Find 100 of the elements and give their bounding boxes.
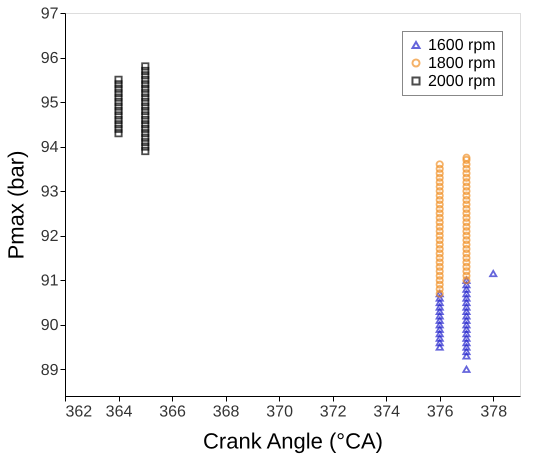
point	[141, 102, 150, 111]
point	[436, 204, 444, 214]
point	[462, 227, 471, 236]
point	[462, 348, 471, 356]
point	[436, 249, 444, 258]
point	[141, 138, 150, 146]
point	[462, 214, 471, 222]
y-tick-label: 97	[40, 6, 59, 22]
point	[436, 200, 444, 209]
point	[436, 236, 444, 244]
point	[141, 120, 150, 128]
point	[436, 321, 444, 328]
point	[114, 98, 123, 106]
point	[462, 196, 471, 204]
point	[462, 244, 471, 254]
x-axis-title: Crank Angle (°CA)	[203, 428, 383, 454]
point	[436, 232, 444, 240]
x-tick-label: 364	[106, 404, 132, 420]
point	[114, 120, 123, 128]
point	[462, 240, 471, 249]
point	[436, 174, 444, 182]
point	[436, 209, 444, 218]
point	[141, 111, 150, 120]
point	[462, 254, 471, 262]
point	[141, 98, 150, 106]
point	[114, 80, 123, 88]
point	[141, 134, 150, 142]
point	[462, 326, 471, 333]
point	[462, 156, 471, 164]
point	[462, 249, 471, 258]
point	[436, 258, 444, 266]
point	[462, 338, 471, 346]
point	[462, 298, 471, 306]
point	[462, 218, 471, 226]
point	[141, 142, 150, 151]
x-tick-label: 368	[212, 404, 240, 420]
point	[462, 290, 471, 298]
point	[462, 352, 471, 360]
y-tick-label: 94	[40, 139, 59, 156]
point	[141, 84, 150, 93]
point	[114, 106, 123, 116]
point	[462, 174, 471, 182]
point	[462, 236, 471, 244]
point	[114, 76, 123, 84]
point	[436, 262, 444, 271]
point	[462, 294, 471, 302]
x-tick-label: 376	[426, 404, 454, 420]
point	[114, 116, 123, 124]
point	[436, 267, 444, 276]
point	[141, 89, 150, 98]
point	[462, 182, 471, 191]
point	[436, 218, 444, 226]
y-tick-label: 92	[40, 228, 59, 246]
point	[436, 164, 444, 173]
x-tick-label: 370	[266, 404, 294, 420]
point	[436, 254, 444, 262]
point	[436, 214, 444, 222]
x-tick-label: 372	[320, 404, 347, 420]
point	[489, 270, 498, 278]
point	[436, 196, 444, 204]
point	[462, 258, 471, 266]
point	[436, 280, 444, 289]
point	[141, 124, 150, 133]
point	[462, 187, 471, 196]
x-tick-label: 378	[480, 404, 508, 420]
legend-label: 1600 rpm	[428, 37, 496, 54]
point	[436, 326, 444, 333]
point	[114, 111, 123, 120]
point	[141, 106, 150, 116]
point	[462, 316, 471, 324]
point	[462, 178, 471, 186]
legend-label: 1800 rpm	[428, 55, 496, 72]
point	[114, 124, 123, 133]
point	[462, 285, 471, 293]
point	[462, 321, 471, 328]
point	[462, 312, 471, 320]
point	[436, 316, 444, 324]
point	[462, 209, 471, 218]
point	[141, 66, 150, 75]
point	[436, 178, 444, 186]
point	[462, 267, 471, 276]
point	[436, 227, 444, 236]
point	[114, 94, 123, 102]
point	[462, 160, 471, 168]
point	[436, 272, 444, 280]
y-tick-label: 96	[40, 50, 59, 68]
point	[462, 334, 471, 342]
point	[114, 129, 123, 138]
point	[436, 240, 444, 249]
point	[141, 129, 150, 138]
point	[462, 204, 471, 214]
point	[436, 294, 444, 302]
point	[141, 71, 150, 80]
y-tick-label: 93	[40, 184, 59, 201]
point	[462, 169, 471, 178]
point	[436, 187, 444, 196]
point	[462, 262, 471, 271]
point	[436, 312, 444, 320]
point	[436, 169, 444, 178]
point	[436, 160, 444, 168]
